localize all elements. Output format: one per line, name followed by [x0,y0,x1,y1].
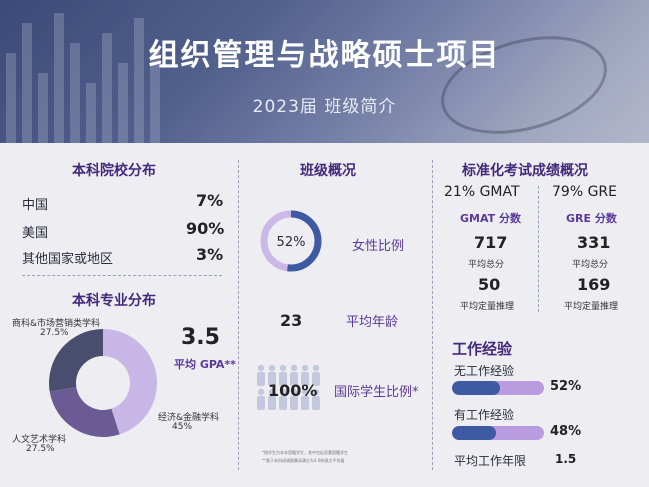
avg-years-value: 1.5 [555,452,577,466]
work-experience-heading: 工作经验 [452,340,513,358]
gre-quant: 169 [577,275,611,294]
donut-slice-business [49,329,103,392]
female-ratio-value: 52% [277,235,306,250]
gre-label: GRE 分数 [566,212,617,225]
gre-quant-label: 平均定量推理 [564,302,619,312]
no-experience-value: 52% [550,379,582,394]
gmat-quant: 50 [478,275,501,294]
class-overview-heading: 班级概况 [300,163,356,179]
avg-age-value: 23 [280,311,303,330]
footnote-1: *指学生为非本国籍学生，其中包括双重国籍学生 [262,450,348,455]
gre-total-label: 平均总分 [572,260,609,270]
some-experience-label: 有工作经验 [454,408,515,422]
pie-pct-arts: 27.5% [26,444,55,454]
major-donut-chart [49,329,157,437]
school-row-value: 3% [196,245,224,264]
donut-slice-arts [49,387,120,437]
school-row-label: 其他国家或地区 [22,252,114,267]
undergrad-major-heading: 本科专业分布 [72,293,156,309]
school-row-value: 90% [186,219,225,238]
no-experience-label: 无工作经验 [454,364,515,378]
intl-ratio-label: 国际学生比例* [334,385,419,400]
column-divider [238,160,239,470]
page-subtitle: 2023届 班级简介 [252,97,397,117]
gmat-total: 717 [474,233,508,252]
gpa-value: 3.5 [181,325,220,350]
people-icon [257,364,320,410]
gre-share: 79% GRE [552,184,617,200]
school-row-label: 美国 [22,226,49,241]
undergrad-school-heading: 本科院校分布 [72,163,156,179]
column-divider [538,186,539,312]
gmat-share: 21% GMAT [444,184,520,200]
intl-ratio-value: 100% [268,381,318,400]
decorative-bar-chart-image [0,0,170,143]
header-banner [0,0,649,143]
gmat-quant-label: 平均定量推理 [460,302,515,312]
pie-pct-econ: 45% [172,422,193,432]
avg-age-label: 平均年龄 [346,315,399,330]
divider [22,275,222,276]
pie-label-business: 商科&市场营销类学科 [12,319,101,329]
column-divider [432,160,433,470]
footnote-2: **基于本科成绩换算成满分为4.0的绩点平均值 [262,458,345,463]
pie-label-econ: 经济&金融学科 [158,413,220,423]
gpa-label: 平均 GPA** [174,358,236,371]
some-experience-value: 48% [550,424,582,439]
gre-total: 331 [577,233,611,252]
school-row-value: 7% [196,191,224,210]
donut-slice-econ [103,329,157,435]
school-row-label: 中国 [22,198,49,213]
pie-label-arts: 人文艺术学科 [12,435,67,445]
test-scores-heading: 标准化考试成绩概况 [462,163,588,179]
avg-years-label: 平均工作年限 [454,454,527,468]
female-ratio-label: 女性比例 [352,239,405,254]
no-experience-bar [452,381,544,395]
gmat-total-label: 平均总分 [468,260,505,270]
some-experience-bar [452,426,544,440]
gmat-label: GMAT 分数 [460,212,521,225]
page-title: 组织管理与战略硕士项目 [148,38,501,73]
female-ratio-ring: 52% [260,210,322,272]
pie-pct-business: 27.5% [40,328,69,338]
